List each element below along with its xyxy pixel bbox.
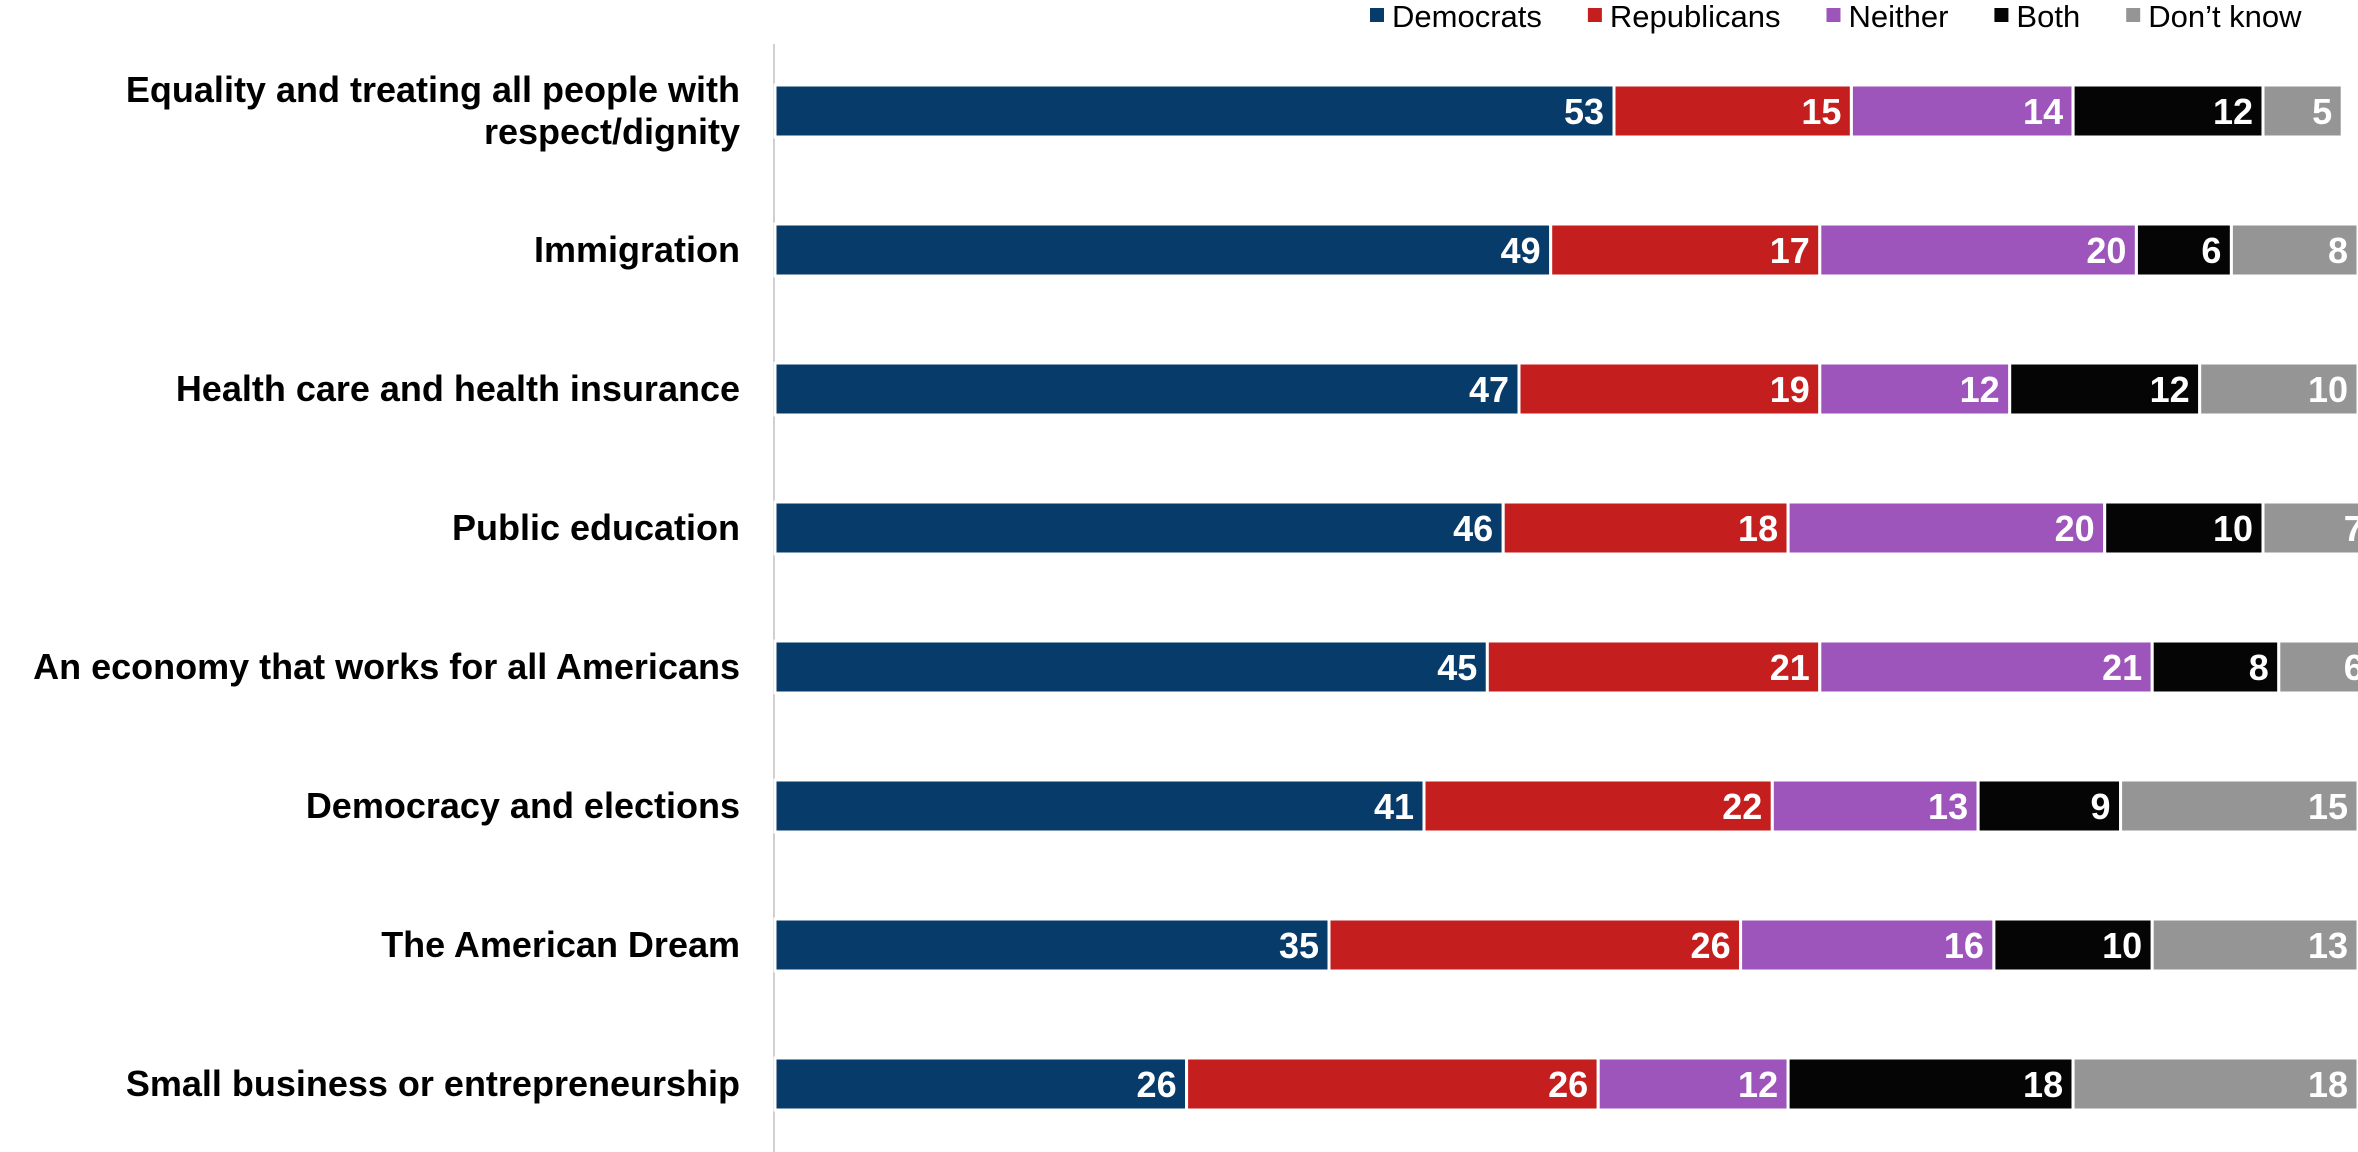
data-label-republicans: 18 xyxy=(1738,508,1778,549)
legend-swatch-neither xyxy=(1826,8,1841,22)
data-label-neither: 12 xyxy=(1738,1064,1778,1105)
bar-segment-republicans xyxy=(1422,778,1774,834)
legend-swatch-democrats xyxy=(1370,8,1384,22)
data-label-both: 10 xyxy=(2213,508,2253,549)
legend-swatch-don-t-know xyxy=(2126,8,2141,22)
data-label-neither: 16 xyxy=(1944,925,1984,966)
legend-label-both: Both xyxy=(2016,0,2080,34)
legend-item-democrats: Democrats xyxy=(1370,0,1542,34)
bars: 53 15 14 12 5 49 17 20 6 8 47 19 12 12 10 46 18 20 10 7 45 21… xyxy=(773,83,2358,1112)
data-label-don-t-know: 15 xyxy=(2308,786,2348,827)
bar-segment-don-t-know xyxy=(2119,778,2358,834)
bar-segment-both xyxy=(2008,361,2202,417)
bar-segment-republicans xyxy=(1501,500,1790,556)
legend-label-don-t-know: Don’t know xyxy=(2148,0,2302,34)
legend-swatch-both xyxy=(1994,8,2009,22)
bar-segment-democrats xyxy=(773,639,1489,695)
data-label-democrats: 47 xyxy=(1469,369,1509,410)
bar-segment-republicans xyxy=(1185,1056,1600,1112)
category-label-the-american-dream: The American Dream xyxy=(381,924,740,965)
data-label-democrats: 41 xyxy=(1374,786,1414,827)
data-label-democrats: 45 xyxy=(1437,647,1477,688)
data-label-democrats: 49 xyxy=(1501,230,1541,271)
data-label-both: 9 xyxy=(2090,786,2110,827)
bar-segment-don-t-know xyxy=(2261,500,2358,556)
legend: Democrats Republicans Neither Both Don’t kno… xyxy=(1370,0,2302,34)
category-label-equality-and-treating-all-people-with-respect-dignity: Equality and treating all people with res… xyxy=(126,69,740,152)
category-label-health-care-and-health-insurance: Health care and health insurance xyxy=(176,368,740,409)
legend-item-republicans: Republicans xyxy=(1587,0,1781,34)
data-label-republicans: 26 xyxy=(1691,925,1731,966)
bar-segment-both xyxy=(1992,917,2154,973)
category-label-democracy-and-elections: Democracy and elections xyxy=(306,785,740,826)
bar-segment-neither xyxy=(1596,1056,1790,1112)
data-label-don-t-know: 7 xyxy=(2344,508,2358,549)
category-label-an-economy-that-works-for-all-americans: An economy that works for all Americans xyxy=(33,646,740,687)
data-label-both: 8 xyxy=(2249,647,2269,688)
data-label-neither: 13 xyxy=(1928,786,1968,827)
bar-segment-democrats xyxy=(773,500,1505,556)
data-label-democrats: 46 xyxy=(1453,508,1493,549)
data-label-both: 10 xyxy=(2102,925,2142,966)
legend-item-don-t-know: Don’t know xyxy=(2126,0,2302,34)
data-label-neither: 20 xyxy=(2055,508,2095,549)
bar-segment-democrats xyxy=(773,83,1616,139)
bar-segment-don-t-know xyxy=(2261,83,2344,139)
legend-swatch-republicans xyxy=(1587,8,1602,22)
data-label-don-t-know: 10 xyxy=(2308,369,2348,410)
bar-segment-democrats xyxy=(773,1056,1189,1112)
bar-segment-both xyxy=(2103,500,2265,556)
data-label-neither: 14 xyxy=(2023,91,2063,132)
data-label-neither: 21 xyxy=(2102,647,2142,688)
data-label-republicans: 15 xyxy=(1801,91,1841,132)
data-label-democrats: 35 xyxy=(1279,925,1319,966)
data-label-democrats: 26 xyxy=(1137,1064,1177,1105)
data-label-republicans: 19 xyxy=(1770,369,1810,410)
data-label-don-t-know: 18 xyxy=(2308,1064,2348,1105)
bar-segment-both xyxy=(1786,1056,2075,1112)
bar-segment-neither xyxy=(1818,361,2012,417)
data-label-republicans: 26 xyxy=(1548,1064,1588,1105)
legend-label-democrats: Democrats xyxy=(1392,0,1542,34)
bar-segment-both xyxy=(2071,83,2265,139)
category-label-small-business-or-entrepreneurship: Small business or entrepreneurship xyxy=(126,1063,740,1104)
legend-item-neither: Neither xyxy=(1826,0,1948,34)
data-label-don-t-know: 6 xyxy=(2344,647,2358,688)
bar-segment-democrats xyxy=(773,361,1521,417)
legend-label-republicans: Republicans xyxy=(1610,0,1781,34)
data-label-neither: 12 xyxy=(1960,369,2000,410)
bar-segment-both xyxy=(2150,639,2281,695)
data-label-both: 6 xyxy=(2201,230,2221,271)
bar-segment-don-t-know xyxy=(2071,1056,2358,1112)
data-label-don-t-know: 13 xyxy=(2308,925,2348,966)
data-label-don-t-know: 8 xyxy=(2328,230,2348,271)
bar-segment-republicans xyxy=(1517,361,1822,417)
data-label-republicans: 21 xyxy=(1770,647,1810,688)
data-label-both: 18 xyxy=(2023,1064,2063,1105)
bar-segment-don-t-know xyxy=(2277,639,2358,695)
bar-segment-neither xyxy=(1849,83,2075,139)
bar-segment-democrats xyxy=(773,222,1553,278)
data-label-republicans: 22 xyxy=(1722,786,1762,827)
legend-item-both: Both xyxy=(1994,0,2080,34)
data-label-don-t-know: 5 xyxy=(2312,91,2332,132)
data-label-both: 12 xyxy=(2213,91,2253,132)
data-label-democrats: 53 xyxy=(1564,91,1604,132)
legend-label-neither: Neither xyxy=(1848,0,1948,34)
category-labels: Equality and treating all people with res… xyxy=(33,69,740,1104)
data-label-both: 12 xyxy=(2150,369,2190,410)
category-label-public-education: Public education xyxy=(452,507,740,548)
bar-segment-democrats xyxy=(773,778,1426,834)
bar-segment-neither xyxy=(1786,500,2107,556)
bar-segment-republicans xyxy=(1485,639,1822,695)
data-label-neither: 20 xyxy=(2086,230,2126,271)
bar-segment-democrats xyxy=(773,917,1331,973)
category-label-immigration: Immigration xyxy=(534,229,740,270)
bar-segment-republicans xyxy=(1327,917,1743,973)
data-label-republicans: 17 xyxy=(1770,230,1810,271)
